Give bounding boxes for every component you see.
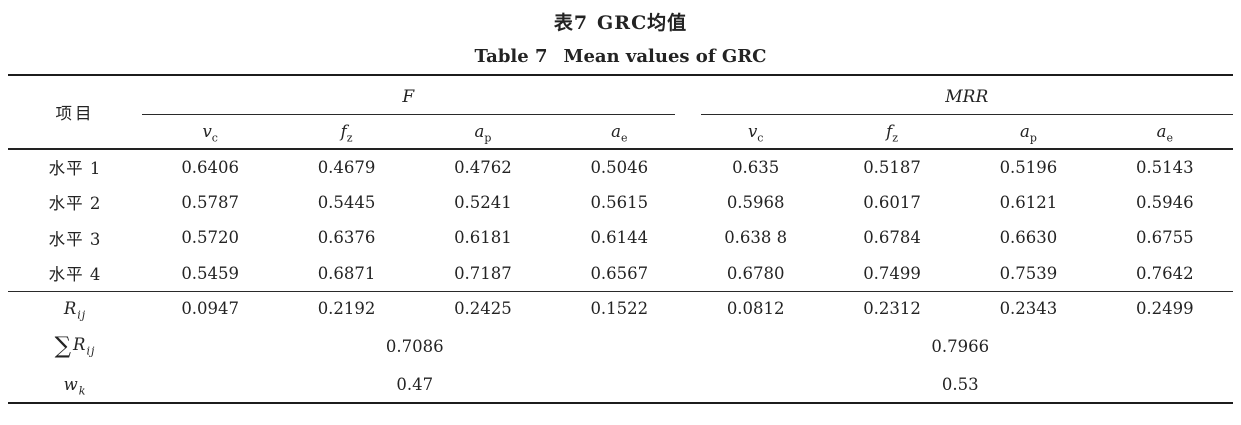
table-row-level-2: 水平 2 0.5787 0.5445 0.5241 0.5615 0.5968 … <box>8 185 1233 221</box>
sigma-symbol: ∑ <box>54 333 73 359</box>
cell-value: 0.7539 <box>960 255 1097 292</box>
cell-value: 0.6755 <box>1135 228 1194 248</box>
cell-value: 0.2499 <box>1135 299 1194 319</box>
cell-value: 0.5046 <box>590 157 649 177</box>
cell-value: 0.5187 <box>863 157 921 177</box>
cell-value: 0.2312 <box>863 299 921 319</box>
cell-value: 0.6144 <box>590 228 649 248</box>
cell-value: 0.5615 <box>590 192 649 212</box>
row-label: 水平 2 <box>48 194 102 214</box>
column-group-MRR: MRR <box>688 75 1233 115</box>
table-number-zh: 表7 <box>553 12 589 34</box>
cell-value: 0.6406 <box>181 157 240 177</box>
column-header-MRR-ap: ap <box>960 115 1097 150</box>
table-title-en: Table 7 Mean values of GRC <box>0 46 1241 67</box>
table-row-sum-rij: ∑Rij 0.7086 0.7966 <box>8 326 1233 366</box>
cell-weight-MRR: 0.53 <box>941 374 979 394</box>
cell-value: 0.7187 <box>414 255 552 292</box>
cell-value: 0.6121 <box>999 192 1058 212</box>
cell-value: 0.7642 <box>1096 255 1233 292</box>
row-label-rij: Rij <box>63 299 87 322</box>
cell-value: 0.6017 <box>863 192 921 212</box>
cell-sum-MRR: 0.7966 <box>931 336 990 356</box>
cell-sum-F: 0.7086 <box>385 336 444 356</box>
column-header-F-ae: ae <box>551 115 688 150</box>
column-group-F: F <box>142 75 688 115</box>
subheader-row: vc fz ap ae vc fz ap ae <box>8 115 1233 150</box>
column-header-item: 项目 <box>8 75 142 150</box>
column-header-F-fz: fz <box>278 115 415 150</box>
row-label-sum-rij: ∑Rij <box>54 333 96 359</box>
cell-value: 0.7499 <box>823 255 961 292</box>
cell-value: 0.6181 <box>454 228 512 248</box>
table-row-level-4: 水平 4 0.5459 0.6871 0.7187 0.6567 0.6780 … <box>8 255 1233 292</box>
cell-value: 0.6784 <box>863 228 921 248</box>
cell-value: 0.5241 <box>454 192 512 212</box>
table-row-level-3: 水平 3 0.5720 0.6376 0.6181 0.6144 0.638 8… <box>8 220 1233 256</box>
cell-weight-F: 0.47 <box>396 374 434 394</box>
cell-value: 0.0947 <box>181 299 240 319</box>
group-F-label: F <box>142 87 675 115</box>
column-header-F-vc: vc <box>142 115 279 150</box>
cell-value: 0.5787 <box>181 192 240 212</box>
table-row-wk: wk 0.47 0.53 <box>8 366 1233 403</box>
cell-value: 0.6567 <box>551 255 688 292</box>
group-header-row: 项目 F MRR <box>8 75 1233 150</box>
cell-value: 0.638 8 <box>724 228 788 248</box>
row-label: 水平 3 <box>48 229 102 249</box>
table-row-rij: Rij 0.0947 0.2192 0.2425 0.1522 0.0812 0… <box>8 291 1233 326</box>
cell-value: 0.5946 <box>1135 192 1194 212</box>
column-header-MRR-fz: fz <box>823 115 961 150</box>
cell-value: 0.6871 <box>278 255 415 292</box>
cell-value: 0.635 <box>732 157 780 177</box>
cell-value: 0.5143 <box>1135 157 1194 177</box>
row-label: 水平 4 <box>8 255 142 292</box>
cell-value: 0.4679 <box>317 157 376 177</box>
table-number-en: Table 7 <box>474 46 548 67</box>
cell-value: 0.1522 <box>590 299 649 319</box>
column-header-F-ap: ap <box>414 115 552 150</box>
cell-value: 0.5445 <box>317 192 376 212</box>
table-title-zh-text: GRC均值 <box>597 12 688 34</box>
row-label: 水平 1 <box>48 159 102 179</box>
row-label-wk: wk <box>63 374 87 397</box>
cell-value: 0.6780 <box>687 255 824 292</box>
cell-value: 0.2192 <box>317 299 376 319</box>
group-MRR-label: MRR <box>700 87 1233 115</box>
grc-mean-values-table: 项目 F MRR vc fz ap ae vc fz ap ae 水平 1 0.… <box>8 74 1233 404</box>
table-title-zh: 表7 GRC均值 <box>0 8 1241 35</box>
cell-value: 0.0812 <box>726 299 785 319</box>
cell-value: 0.2343 <box>999 299 1058 319</box>
cell-value: 0.4762 <box>454 157 512 177</box>
cell-value: 0.5459 <box>142 255 279 292</box>
cell-value: 0.2425 <box>454 299 512 319</box>
cell-value: 0.6630 <box>999 228 1058 248</box>
table-titles: 表7 GRC均值 Table 7 Mean values of GRC <box>0 0 1241 67</box>
cell-value: 0.5720 <box>181 228 240 248</box>
table-title-en-text: Mean values of GRC <box>563 46 767 67</box>
table-row-level-1: 水平 1 0.6406 0.4679 0.4762 0.5046 0.635 0… <box>8 149 1233 185</box>
cell-value: 0.5968 <box>726 192 785 212</box>
cell-value: 0.5196 <box>999 157 1058 177</box>
column-header-MRR-ae: ae <box>1096 115 1233 150</box>
column-header-MRR-vc: vc <box>687 115 824 150</box>
cell-value: 0.6376 <box>317 228 376 248</box>
